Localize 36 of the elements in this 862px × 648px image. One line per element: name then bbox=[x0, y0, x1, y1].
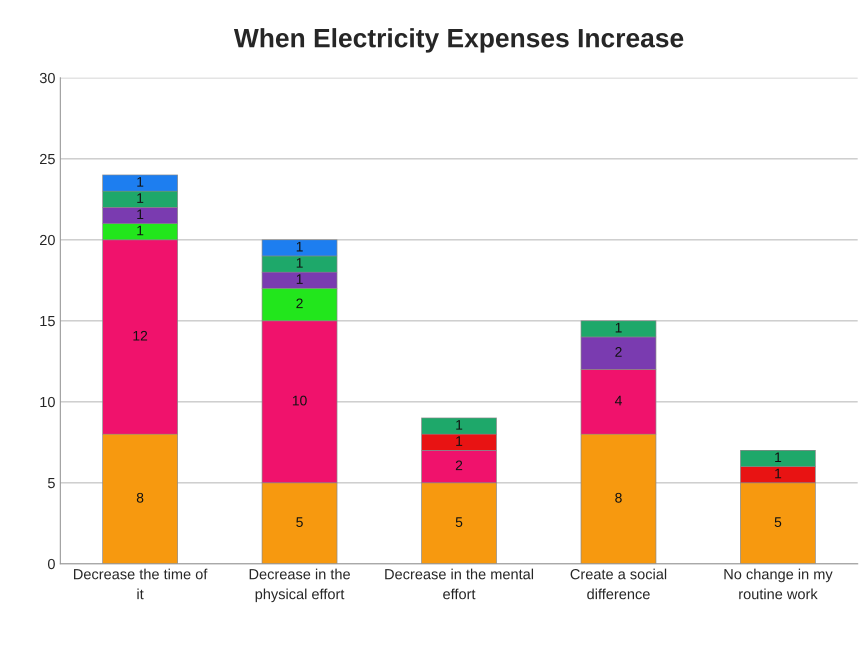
y-tick-label: 15 bbox=[40, 316, 55, 326]
x-tick-label: Decrease in the mental effort bbox=[385, 568, 534, 600]
data-label: 8 bbox=[136, 492, 144, 503]
y-tick-label: 25 bbox=[40, 154, 55, 164]
data-label: 1 bbox=[137, 193, 144, 203]
data-label: 1 bbox=[137, 209, 144, 220]
data-label: 2 bbox=[615, 347, 622, 357]
data-label: 5 bbox=[296, 517, 303, 527]
data-label: 1 bbox=[456, 436, 462, 446]
y-tick-label: 0 bbox=[48, 558, 55, 570]
data-label: 1 bbox=[296, 274, 303, 284]
data-label: 1 bbox=[775, 452, 782, 462]
data-label: 4 bbox=[614, 396, 622, 406]
x-tick-label: No change in my routine work bbox=[724, 568, 833, 600]
data-label: 8 bbox=[615, 492, 622, 503]
chart-title: When Electricity Expenses Increase bbox=[234, 28, 684, 53]
data-label: 1 bbox=[616, 322, 622, 332]
data-label: 12 bbox=[133, 330, 148, 341]
data-label: 1 bbox=[296, 258, 303, 268]
data-label: 1 bbox=[296, 242, 303, 252]
data-label: 2 bbox=[456, 460, 462, 470]
x-tick-label: Create a social difference bbox=[570, 568, 666, 600]
data-label: 1 bbox=[137, 177, 144, 187]
data-label: 5 bbox=[774, 517, 782, 527]
data-label: 1 bbox=[775, 468, 782, 478]
y-tick-label: 20 bbox=[40, 234, 55, 246]
data-label: 1 bbox=[456, 420, 462, 430]
y-tick-label: 30 bbox=[40, 72, 55, 84]
data-label: 10 bbox=[292, 396, 307, 406]
data-label: 1 bbox=[137, 226, 144, 236]
data-label: 5 bbox=[456, 517, 462, 527]
x-tick-label: Decrease the time of it bbox=[74, 568, 208, 600]
y-tick-label: 5 bbox=[48, 478, 55, 488]
x-tick-label: Decrease in the physical effort bbox=[250, 568, 350, 602]
data-label: 2 bbox=[296, 298, 303, 308]
y-tick-label: 10 bbox=[40, 396, 55, 408]
